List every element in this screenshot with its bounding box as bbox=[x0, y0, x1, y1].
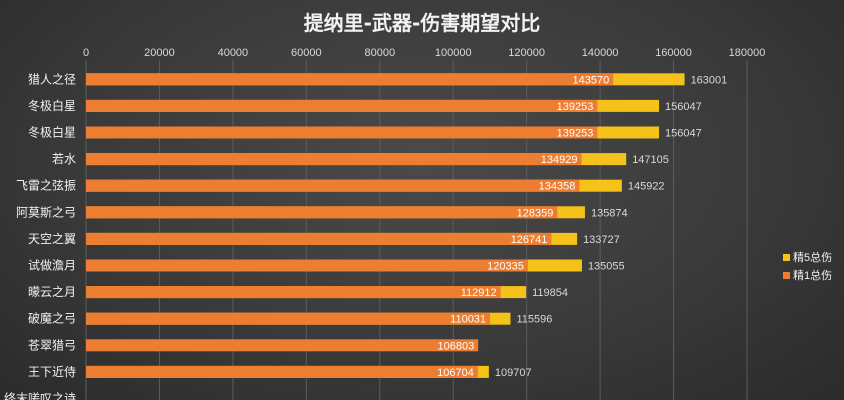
x-tick-label: 180000 bbox=[729, 47, 766, 59]
data-label-r1: 106803 bbox=[437, 340, 474, 352]
x-tick-label: 20000 bbox=[144, 47, 175, 59]
data-label-r5: 156047 bbox=[665, 128, 702, 140]
data-label-r5: 115596 bbox=[516, 314, 552, 326]
data-label-r1: 126741 bbox=[511, 234, 548, 246]
data-label-r1: 128359 bbox=[517, 207, 554, 219]
category-label: 冬极白星 bbox=[28, 125, 76, 140]
data-label-r5: 133727 bbox=[583, 234, 620, 246]
data-label-r5: 163001 bbox=[691, 74, 728, 86]
category-label: 王下近侍 bbox=[28, 365, 76, 379]
bar-r1 bbox=[86, 126, 598, 139]
category-label: 若水 bbox=[52, 152, 76, 166]
x-tick-label: 100000 bbox=[435, 47, 472, 59]
bar-r1 bbox=[86, 206, 558, 219]
legend-label: 精5总伤 bbox=[793, 250, 832, 264]
data-label-r1: 106704 bbox=[437, 367, 474, 379]
data-label-r1: 134929 bbox=[541, 154, 578, 166]
x-tick-label: 140000 bbox=[582, 47, 619, 59]
bar-r1 bbox=[86, 365, 478, 378]
data-label-r5: 135055 bbox=[588, 261, 625, 273]
bars: 143570 163001 139253 156047 139253 156047 1349… bbox=[86, 73, 727, 379]
bar-r1 bbox=[86, 259, 528, 272]
grid-lines bbox=[85, 60, 748, 400]
legend-label: 精1总伤 bbox=[793, 268, 832, 282]
bar-r1 bbox=[86, 73, 614, 86]
data-label-r5: 135874 bbox=[591, 207, 628, 219]
data-label-r5: 145922 bbox=[628, 181, 665, 193]
data-label-r5: 156047 bbox=[665, 101, 702, 113]
x-tick-label: 60000 bbox=[291, 47, 322, 59]
category-label: 天空之翼 bbox=[28, 232, 76, 246]
data-label-r1: 143570 bbox=[573, 74, 610, 86]
category-label: 终末嗟叹之诗 bbox=[4, 391, 76, 400]
category-label: 冬极白星 bbox=[28, 98, 76, 113]
x-tick-label: 120000 bbox=[508, 47, 545, 59]
bar-r1 bbox=[86, 232, 552, 245]
chart-title: 提纳里-武器-伤害期望对比 bbox=[304, 11, 541, 35]
x-tick-label: 160000 bbox=[655, 47, 692, 59]
x-axis-ticks: 0 20000 40000 60000 80000 100000 120000 140000 1… bbox=[83, 47, 765, 59]
category-label: 苍翠猎弓 bbox=[28, 338, 76, 352]
bar-r1 bbox=[86, 153, 582, 166]
category-label: 飞雷之弦振 bbox=[16, 178, 76, 193]
category-labels: 猎人之径冬极白星冬极白星若水飞雷之弦振阿莫斯之弓天空之翼试做澹月曚云之月破魔之弓… bbox=[4, 72, 76, 400]
bar-r1 bbox=[86, 312, 491, 325]
data-label-r1: 139253 bbox=[557, 128, 594, 140]
data-label-r1: 134358 bbox=[539, 181, 576, 193]
category-label: 猎人之径 bbox=[28, 72, 76, 86]
data-label-r1: 120335 bbox=[487, 261, 524, 273]
category-label: 试做澹月 bbox=[28, 258, 76, 273]
bar-r1 bbox=[86, 99, 598, 112]
category-label: 阿莫斯之弓 bbox=[16, 205, 76, 219]
legend-swatch bbox=[783, 272, 790, 279]
bar-r1 bbox=[86, 179, 580, 192]
data-label-r5: 109707 bbox=[495, 367, 532, 379]
x-tick-label: 80000 bbox=[364, 47, 395, 59]
bar-r1 bbox=[86, 286, 501, 299]
x-tick-label: 0 bbox=[83, 47, 89, 59]
data-label-r1: 139253 bbox=[557, 101, 594, 113]
x-tick-label: 40000 bbox=[218, 47, 249, 59]
data-label-r5: 147105 bbox=[632, 154, 669, 166]
data-label-r5: 119854 bbox=[532, 287, 568, 299]
data-label-r1: 112912 bbox=[461, 287, 497, 299]
data-label-r1: 110031 bbox=[450, 314, 486, 326]
category-label: 破魔之弓 bbox=[28, 311, 76, 326]
category-label: 曚云之月 bbox=[28, 285, 76, 299]
bar-r1 bbox=[86, 339, 479, 352]
legend-swatch bbox=[783, 254, 790, 261]
